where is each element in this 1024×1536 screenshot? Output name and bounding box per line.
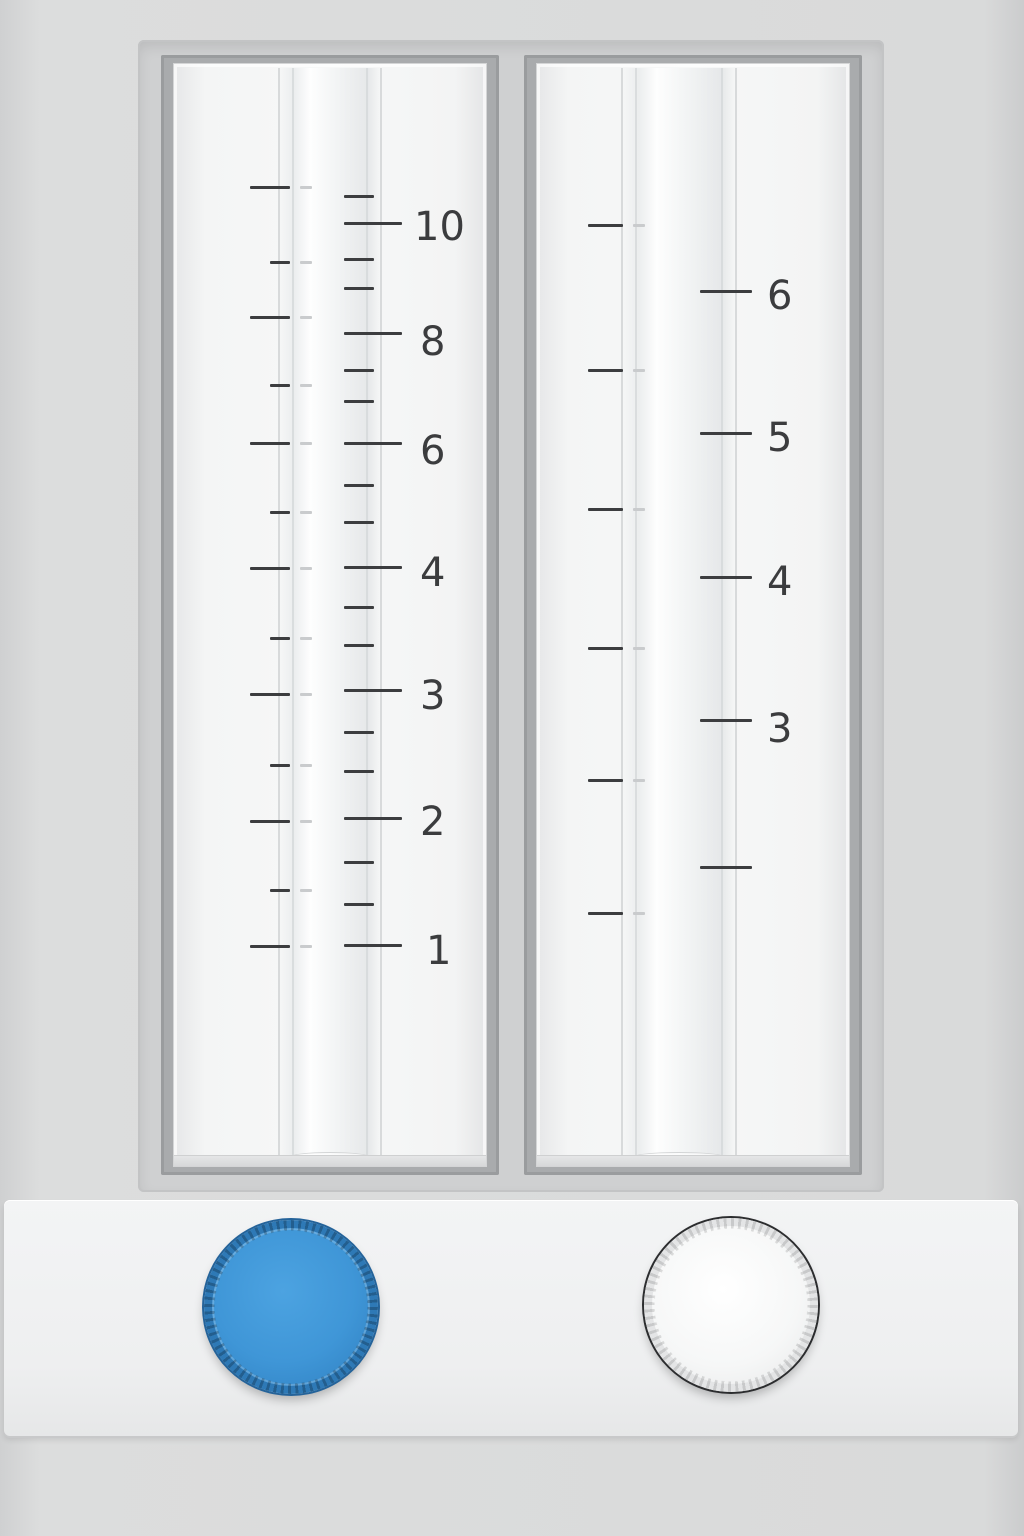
right-tube-tick — [588, 647, 623, 650]
left-flow-tube — [278, 68, 382, 1162]
right-flow-control-knob[interactable] — [644, 1218, 818, 1392]
right-flowmeter-window: 6 5 4 3 — [524, 55, 862, 1175]
left-tube-tick — [250, 567, 290, 570]
scale-tick-major — [344, 222, 402, 225]
scale-tick — [344, 644, 374, 647]
scale-tick-major — [344, 944, 402, 947]
left-tube-tick — [270, 511, 290, 514]
left-tube-tick — [270, 889, 290, 892]
scale-tick-major — [700, 866, 752, 869]
left-tube-tick — [270, 261, 290, 264]
left-tube-tick — [270, 637, 290, 640]
right-tube-tick — [588, 369, 623, 372]
scale-label: 6 — [767, 273, 793, 319]
left-flowmeter-scale-card: 10 8 6 4 3 2 1 — [173, 63, 487, 1167]
scale-tick — [344, 770, 374, 773]
left-tube-tick — [250, 820, 290, 823]
right-flow-tube — [621, 68, 737, 1162]
scale-label: 4 — [420, 550, 446, 596]
left-tube-tick — [250, 316, 290, 319]
left-tube-tick — [250, 693, 290, 696]
scale-tick-major — [700, 576, 752, 579]
scale-tick — [344, 521, 374, 524]
scale-label: 3 — [767, 706, 793, 752]
left-flow-control-knob[interactable] — [204, 1220, 378, 1394]
scale-tick — [344, 731, 374, 734]
left-tube-tick — [270, 764, 290, 767]
scale-tick-major — [700, 290, 752, 293]
scale-tick — [344, 903, 374, 906]
scale-label: 2 — [420, 799, 446, 845]
scale-tick-major — [344, 817, 402, 820]
scale-tick-major — [344, 442, 402, 445]
scale-label: 10 — [414, 204, 465, 250]
left-tube-tick — [270, 384, 290, 387]
scale-label: 5 — [767, 415, 793, 461]
scale-label: 8 — [420, 319, 446, 365]
scale-tick-major — [700, 432, 752, 435]
right-tube-tick — [588, 779, 623, 782]
left-tube-tick — [250, 442, 290, 445]
scale-label: 1 — [426, 928, 452, 974]
scale-tick — [344, 195, 374, 198]
right-tube-tick — [588, 508, 623, 511]
right-tube-tick — [588, 224, 623, 227]
scale-tick-major — [344, 689, 402, 692]
left-tube-tick — [250, 186, 290, 189]
scale-tick — [344, 400, 374, 403]
scale-tick — [344, 258, 374, 261]
control-panel — [4, 1200, 1018, 1436]
scale-tick-major — [700, 719, 752, 722]
scale-tick-major — [344, 566, 402, 569]
right-flowmeter-scale-card: 6 5 4 3 — [536, 63, 850, 1167]
scale-label: 3 — [420, 673, 446, 719]
scale-tick — [344, 484, 374, 487]
scale-tick-major — [344, 332, 402, 335]
scale-tick — [344, 369, 374, 372]
scale-label: 4 — [767, 559, 793, 605]
right-tube-tick — [588, 912, 623, 915]
scale-label: 6 — [420, 428, 446, 474]
scale-tick — [344, 606, 374, 609]
left-flowmeter-window: 10 8 6 4 3 2 1 — [161, 55, 499, 1175]
scale-tick — [344, 287, 374, 290]
scale-tick — [344, 861, 374, 864]
left-tube-tick — [250, 945, 290, 948]
